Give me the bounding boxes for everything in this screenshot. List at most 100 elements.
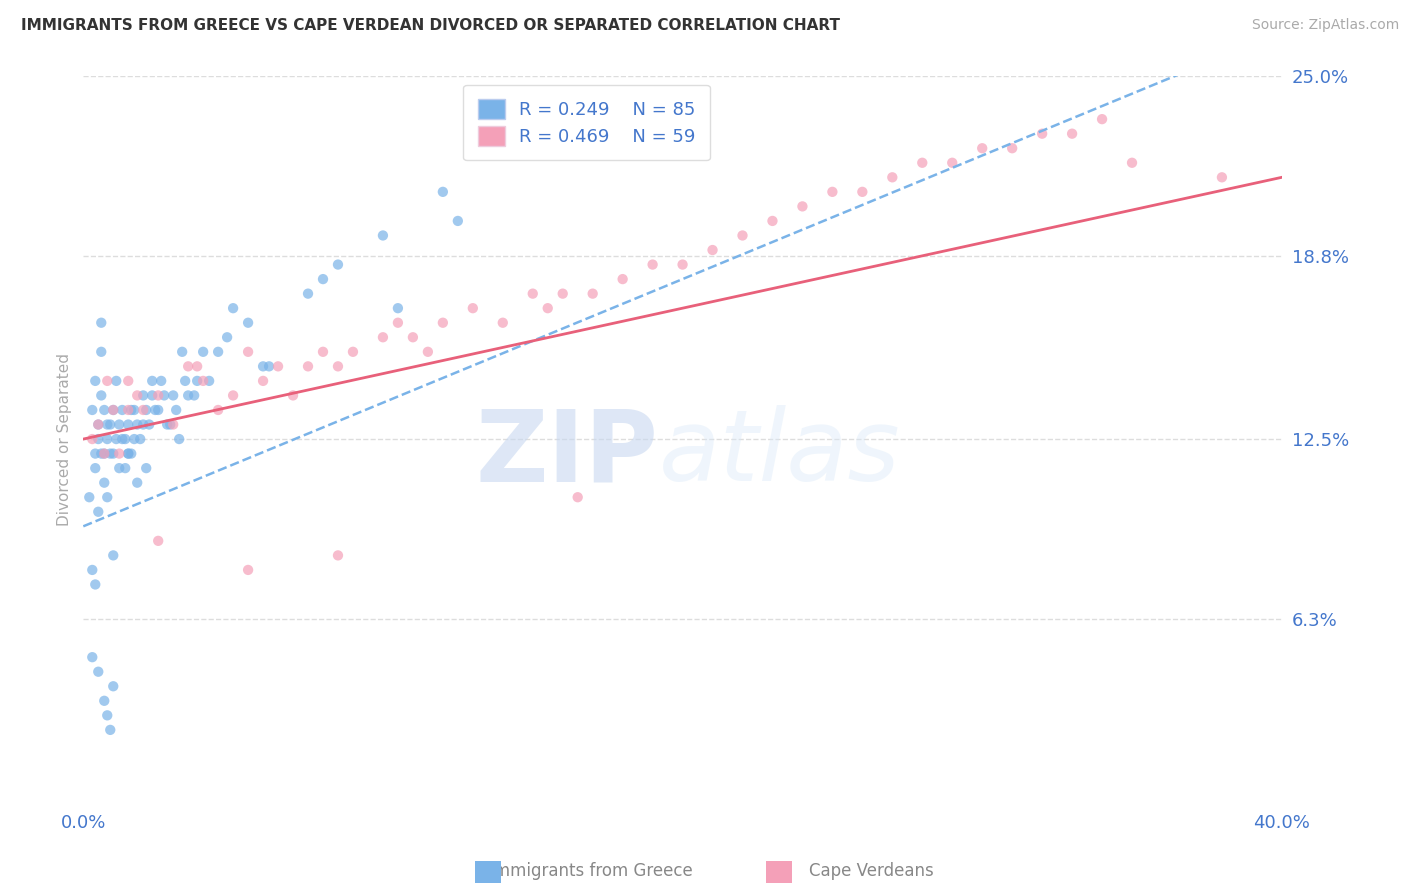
Point [82, 563, 104, 577]
Point [186, 374, 208, 388]
Point [312, 272, 335, 286]
Point [371, 228, 394, 243]
Point [84, 461, 107, 475]
Point [911, 155, 934, 169]
Point [641, 258, 664, 272]
Point [551, 286, 574, 301]
Point [132, 388, 155, 402]
Point [111, 403, 134, 417]
Text: atlas: atlas [658, 405, 900, 502]
Point [567, 490, 589, 504]
Text: IMMIGRANTS FROM GREECE VS CAPE VERDEAN DIVORCED OR SEPARATED CORRELATION CHART: IMMIGRANTS FROM GREECE VS CAPE VERDEAN D… [21, 18, 841, 33]
Point [103, 447, 125, 461]
Point [98, 723, 121, 737]
Point [236, 563, 259, 577]
Point [731, 228, 754, 243]
Point [129, 432, 152, 446]
Point [132, 403, 155, 417]
Point [297, 359, 319, 374]
Point [93, 475, 115, 490]
Point [183, 388, 205, 402]
Point [162, 388, 184, 402]
Point [90, 316, 112, 330]
Text: ZIP: ZIP [475, 405, 658, 502]
Point [191, 374, 214, 388]
Point [143, 403, 166, 417]
Point [387, 301, 409, 315]
Point [198, 374, 221, 388]
Point [90, 344, 112, 359]
Point [312, 344, 335, 359]
Point [120, 403, 142, 417]
Point [93, 403, 115, 417]
Point [1001, 141, 1024, 155]
Point [122, 432, 145, 446]
Point [93, 694, 115, 708]
Point [432, 316, 454, 330]
Point [127, 388, 149, 402]
Point [127, 417, 149, 432]
Point [172, 344, 194, 359]
Point [297, 286, 319, 301]
Point [135, 461, 157, 475]
Text: Cape Verdeans: Cape Verdeans [810, 863, 934, 880]
Point [96, 432, 118, 446]
Point [326, 549, 349, 563]
Point [821, 185, 844, 199]
Point [882, 170, 904, 185]
Point [191, 344, 214, 359]
Point [582, 286, 605, 301]
Point [702, 243, 724, 257]
Point [148, 403, 170, 417]
Point [387, 316, 409, 330]
Point [537, 301, 560, 315]
Point [105, 432, 128, 446]
Point [96, 374, 118, 388]
Point [108, 417, 131, 432]
Point [111, 432, 134, 446]
Point [236, 344, 259, 359]
Point [108, 447, 131, 461]
Point [135, 403, 157, 417]
Point [148, 533, 170, 548]
Point [127, 475, 149, 490]
Point [87, 432, 110, 446]
Point [103, 403, 125, 417]
Point [207, 344, 229, 359]
Point [122, 403, 145, 417]
Point [148, 388, 170, 402]
Point [117, 403, 139, 417]
Point [177, 359, 200, 374]
Point [1211, 170, 1233, 185]
Point [117, 447, 139, 461]
Point [432, 185, 454, 199]
Point [1091, 112, 1114, 127]
Point [792, 199, 814, 213]
Point [461, 301, 484, 315]
Point [103, 679, 125, 693]
Point [90, 388, 112, 402]
Point [103, 549, 125, 563]
Point [941, 155, 963, 169]
Point [87, 417, 110, 432]
Point [1031, 127, 1053, 141]
Text: Source: ZipAtlas.com: Source: ZipAtlas.com [1251, 18, 1399, 32]
Point [402, 330, 425, 344]
Point [326, 258, 349, 272]
Point [851, 185, 873, 199]
Point [159, 417, 181, 432]
Point [1121, 155, 1143, 169]
Point [87, 665, 110, 679]
Point [267, 359, 290, 374]
Point [132, 417, 155, 432]
Point [492, 316, 515, 330]
Point [174, 374, 197, 388]
Point [117, 417, 139, 432]
Point [84, 577, 107, 591]
Point [82, 650, 104, 665]
Point [207, 403, 229, 417]
Point [281, 388, 304, 402]
Point [96, 490, 118, 504]
Point [96, 417, 118, 432]
Point [120, 447, 142, 461]
